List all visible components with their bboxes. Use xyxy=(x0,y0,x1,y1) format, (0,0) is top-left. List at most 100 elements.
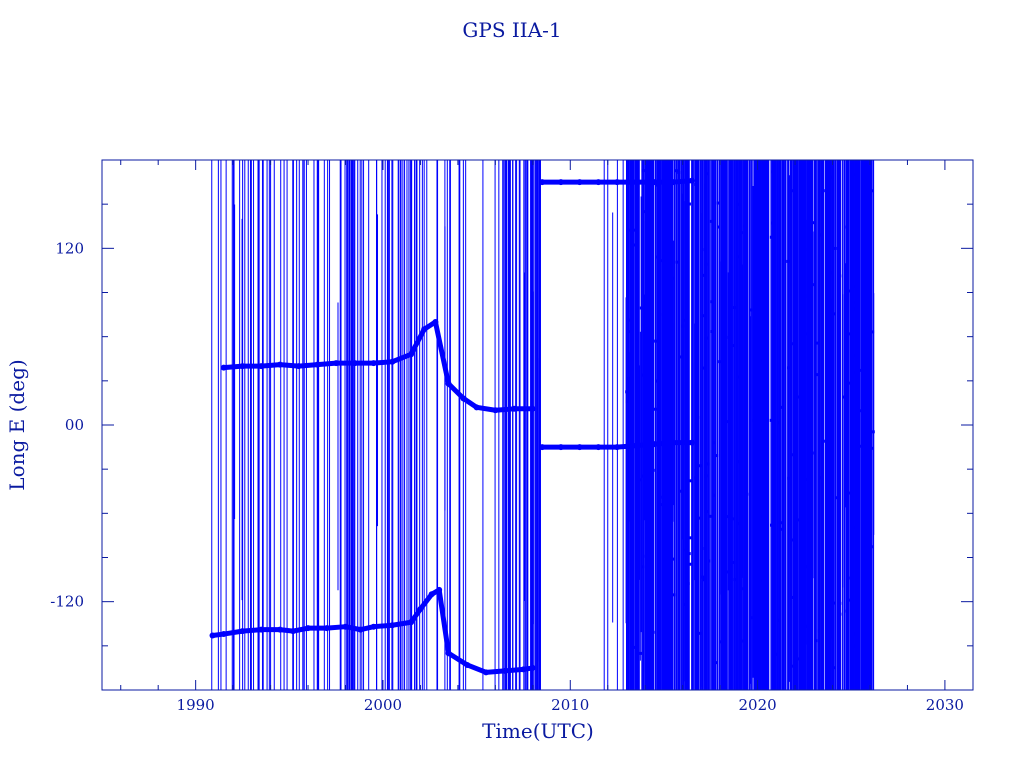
data-point xyxy=(661,495,665,499)
data-point xyxy=(769,418,773,422)
data-point xyxy=(716,201,720,205)
data-point xyxy=(803,247,807,251)
series-1 xyxy=(209,586,536,676)
data-point xyxy=(520,666,527,673)
data-point xyxy=(688,536,692,540)
data-point xyxy=(863,175,867,179)
data-point xyxy=(650,298,654,302)
data-point xyxy=(323,625,330,632)
data-point xyxy=(871,430,875,434)
data-point xyxy=(833,666,837,670)
data-point xyxy=(813,283,817,287)
data-point xyxy=(869,545,873,549)
data-point xyxy=(701,314,705,318)
data-point xyxy=(732,306,736,310)
data-point xyxy=(735,255,739,259)
data-point xyxy=(837,429,841,433)
data-point xyxy=(688,479,692,483)
data-point xyxy=(685,210,689,214)
data-point xyxy=(681,324,685,328)
data-point xyxy=(739,474,743,478)
data-point xyxy=(778,521,782,525)
data-point xyxy=(806,332,810,336)
data-point xyxy=(664,411,668,415)
data-point xyxy=(819,476,823,480)
data-point xyxy=(701,578,705,582)
data-point xyxy=(674,169,678,173)
data-point xyxy=(845,175,849,179)
data-point xyxy=(557,179,564,186)
data-point xyxy=(831,175,835,179)
data-point xyxy=(847,381,851,385)
data-point xyxy=(501,667,508,674)
wrap-lines xyxy=(211,160,875,690)
data-point xyxy=(819,233,823,237)
data-point xyxy=(804,565,808,569)
data-point xyxy=(658,313,662,317)
data-point xyxy=(685,527,689,531)
data-point xyxy=(647,629,651,633)
data-point xyxy=(740,587,744,591)
data-point xyxy=(770,221,774,225)
data-point xyxy=(655,379,659,383)
data-point xyxy=(719,640,723,644)
data-point xyxy=(733,578,737,582)
data-point xyxy=(670,179,677,186)
data-point xyxy=(595,444,602,451)
data-point xyxy=(389,622,396,629)
data-point xyxy=(595,179,602,186)
data-point xyxy=(576,444,583,451)
data-point xyxy=(305,625,312,632)
data-point xyxy=(815,341,819,345)
data-point xyxy=(847,289,851,293)
data-point xyxy=(757,662,761,666)
data-point xyxy=(511,405,518,412)
data-point xyxy=(628,330,632,334)
data-point xyxy=(806,477,810,481)
data-point xyxy=(838,274,842,278)
data-point xyxy=(220,631,227,638)
data-point xyxy=(764,347,768,351)
data-point xyxy=(445,650,452,657)
data-point xyxy=(653,407,657,411)
data-point xyxy=(710,330,714,334)
data-point xyxy=(852,644,856,648)
data-point xyxy=(759,358,763,362)
data-point xyxy=(837,363,841,367)
data-point xyxy=(654,339,658,343)
data-point xyxy=(833,312,837,316)
data-point xyxy=(276,361,283,368)
data-point xyxy=(209,632,216,639)
data-point xyxy=(703,248,707,252)
data-point xyxy=(641,474,645,478)
data-point xyxy=(295,363,302,370)
data-point xyxy=(769,235,773,239)
data-point xyxy=(698,631,702,635)
data-point xyxy=(644,317,648,321)
data-point xyxy=(351,360,358,367)
data-point xyxy=(648,356,652,360)
data-point xyxy=(724,335,728,339)
y-axis-label: Long E (deg) xyxy=(5,359,29,490)
data-point xyxy=(638,478,642,482)
data-point xyxy=(687,202,691,206)
data-point xyxy=(627,376,631,380)
data-point xyxy=(689,562,693,566)
data-point xyxy=(743,507,747,511)
data-point xyxy=(633,228,637,232)
series-line xyxy=(212,587,534,675)
data-point xyxy=(723,665,727,669)
data-point xyxy=(728,464,732,468)
data-point xyxy=(635,574,639,578)
data-point xyxy=(239,628,246,635)
data-point xyxy=(824,439,828,443)
data-point xyxy=(777,421,781,425)
data-point xyxy=(789,595,793,599)
data-point xyxy=(631,243,635,247)
data-point xyxy=(851,307,855,311)
x-tick-label: 2000 xyxy=(364,696,402,714)
data-point xyxy=(333,360,340,367)
data-point xyxy=(838,601,842,605)
data-point xyxy=(852,370,856,374)
